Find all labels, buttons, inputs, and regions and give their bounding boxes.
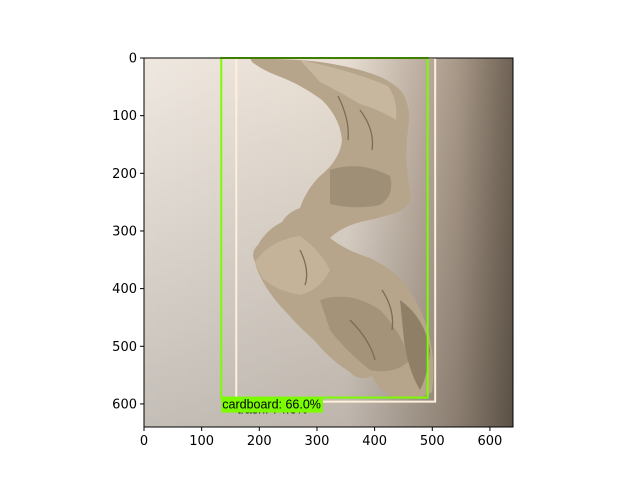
x-tick-label: 600: [478, 434, 503, 449]
x-tick-label: 400: [362, 434, 387, 449]
x-tick-label: 300: [305, 434, 330, 449]
x-tick-label: 0: [140, 434, 148, 449]
y-tick-label: 0: [129, 52, 137, 67]
y-tick-label: 200: [112, 167, 137, 182]
x-tick-label: 200: [247, 434, 272, 449]
y-axis: 0 100 200 300 400 500 600: [112, 52, 144, 413]
y-tick-label: 400: [112, 282, 137, 297]
y-tick-label: 300: [112, 224, 137, 239]
y-tick-label: 500: [112, 340, 137, 355]
x-axis: 0 100 200 300 400 500 600: [140, 427, 502, 449]
y-tick-label: 100: [112, 109, 137, 124]
y-tick-label: 600: [112, 397, 137, 412]
cardboard-label: cardboard: 66.0%: [222, 398, 321, 412]
photo: [144, 58, 513, 427]
x-tick-label: 500: [420, 434, 445, 449]
x-tick-label: 100: [189, 434, 214, 449]
